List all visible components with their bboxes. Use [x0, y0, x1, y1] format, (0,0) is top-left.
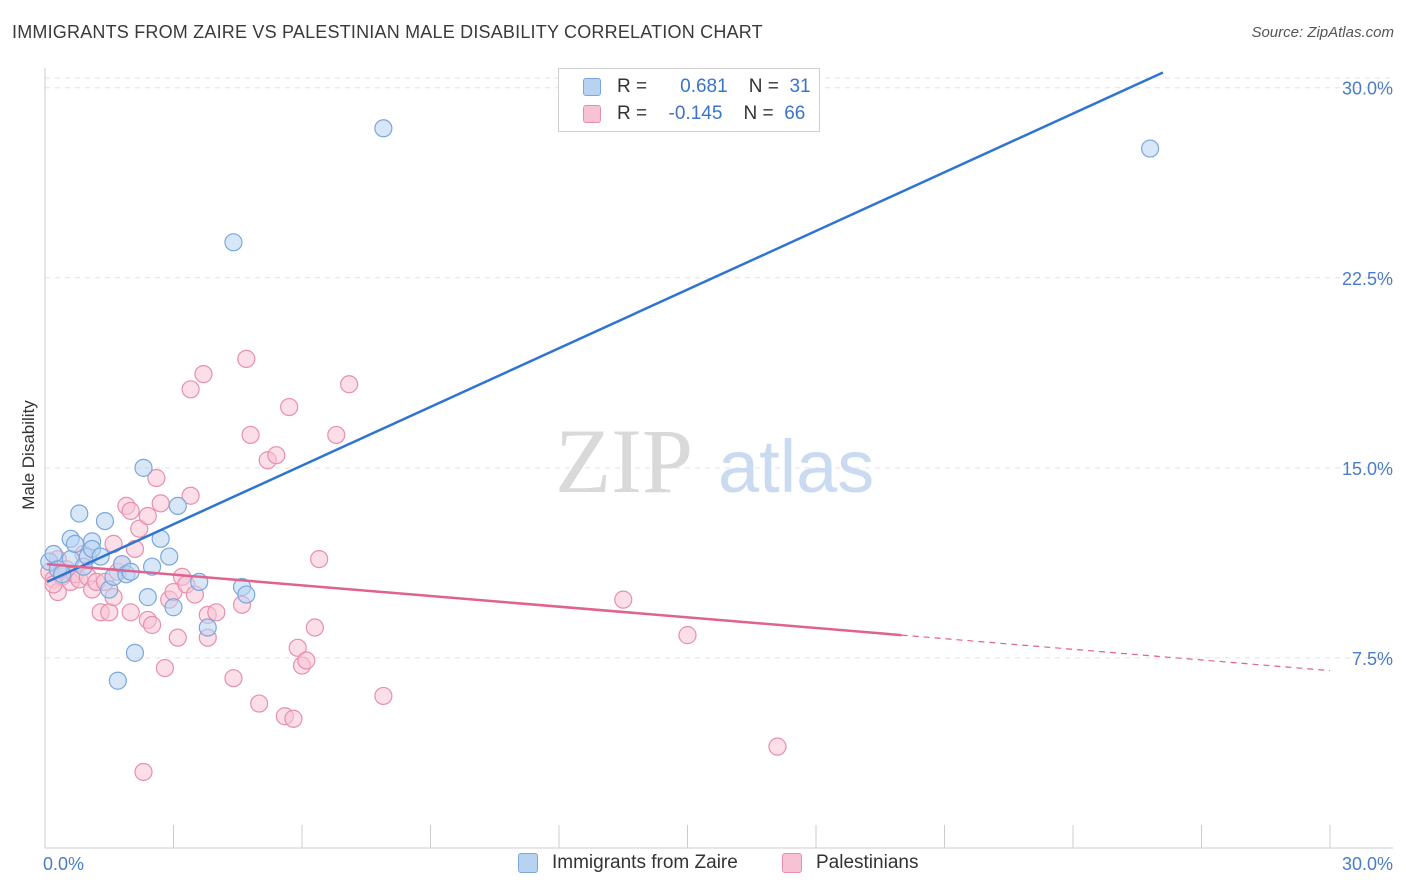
y-tick-label: 15.0% [1342, 459, 1393, 479]
pink-data-point [241, 425, 260, 445]
pink-data-point [181, 380, 200, 399]
legend-item-zaire[interactable]: Immigrants from Zaire [518, 852, 738, 874]
pink-data-point [181, 486, 200, 505]
legend-row-palestinians: R = -0.145 N = 66 [583, 102, 805, 126]
pink-data-point [168, 628, 187, 647]
chart-source: Source: ZipAtlas.com [1251, 24, 1394, 41]
blue-data-point [168, 496, 187, 515]
pink-data-point [280, 397, 299, 417]
trend-lines [46, 71, 1331, 672]
tick-labels: 7.5% 15.0% 22.5% 30.0% 0.0% 30.0% [43, 79, 1393, 874]
n-label: N = [743, 103, 774, 124]
correlation-legend: R = 0.681 N = 31 R = -0.145 N = 66 [558, 68, 820, 132]
r-value: 0.681 [680, 76, 728, 97]
n-value: 31 [789, 76, 811, 97]
blue-data-point [142, 557, 162, 576]
pink-data-point [224, 669, 243, 688]
blue-swatch [583, 78, 601, 96]
blue-data-point [160, 547, 179, 566]
data-points [40, 119, 1160, 782]
pink-swatch [782, 853, 802, 873]
pink-swatch [583, 105, 601, 123]
pink-data-point [151, 494, 170, 513]
watermark: ZIP atlas [555, 410, 874, 512]
watermark-atlas: atlas [718, 425, 874, 508]
pink-data-point [250, 694, 269, 713]
n-label: N = [748, 76, 779, 97]
watermark-zip: ZIP [555, 410, 693, 512]
pink-data-point [237, 349, 256, 368]
blue-data-point [65, 534, 85, 553]
pink-data-point [121, 603, 140, 622]
blue-data-point [125, 643, 145, 662]
pink-data-point [305, 618, 324, 637]
gridlines [45, 77, 1393, 659]
pink-data-point [327, 425, 346, 445]
pink-data-point [138, 506, 157, 526]
y-tick-label: 30.0% [1342, 79, 1393, 99]
pink-data-point [374, 686, 393, 706]
pink-data-point [100, 603, 119, 622]
blue-data-point [164, 598, 183, 617]
pink-trend-line [47, 562, 902, 637]
axes [44, 68, 1393, 849]
legend-label-zaire: Immigrants from Zaire [552, 852, 738, 873]
pink-data-point [678, 626, 697, 645]
pink-data-point [207, 603, 226, 622]
pink-data-point [768, 737, 787, 756]
blue-data-point [95, 511, 115, 531]
blue-data-point [1140, 139, 1160, 158]
blue-data-point [138, 588, 157, 607]
blue-data-point [224, 233, 243, 252]
series-legend: Immigrants from Zaire Palestinians [0, 852, 1406, 878]
legend-label-palestinians: Palestinians [816, 852, 919, 873]
pink-data-point [142, 615, 162, 635]
legend-row-zaire: R = 0.681 N = 31 [583, 75, 811, 99]
pink-data-point [297, 651, 316, 670]
pink-data-point [147, 468, 166, 488]
blue-swatch [518, 853, 538, 873]
blue-data-point [237, 585, 256, 604]
r-label: R = [617, 76, 648, 97]
y-tick-label: 22.5% [1342, 269, 1393, 289]
x-tick-label: 30.0% [1342, 854, 1393, 874]
blue-data-point [198, 618, 217, 637]
pink-data-point [614, 590, 633, 609]
pink-data-point [288, 638, 307, 657]
pink-data-point [121, 501, 140, 521]
pink-data-point [194, 365, 213, 384]
pink-data-point [134, 762, 153, 782]
pink-data-point [340, 375, 359, 394]
pink-data-point [310, 550, 329, 569]
blue-data-point [44, 544, 63, 564]
y-axis-label: Male Disability [19, 400, 38, 510]
r-label: R = [617, 103, 648, 124]
legend-item-palestinians[interactable]: Palestinians [782, 852, 918, 874]
y-tick-label: 7.5% [1352, 649, 1393, 669]
x-tick-label: 0.0% [43, 854, 84, 874]
pink-data-point [130, 519, 149, 538]
blue-data-point [70, 504, 89, 523]
chart-title: IMMIGRANTS FROM ZAIRE VS PALESTINIAN MAL… [12, 22, 763, 42]
blue-trend-line [46, 71, 1164, 584]
pink-data-point [155, 658, 175, 678]
blue-data-point [374, 119, 393, 138]
n-value: 66 [784, 103, 806, 124]
r-value: -0.145 [668, 103, 723, 124]
blue-data-point [108, 671, 127, 690]
pink-data-point [284, 709, 303, 728]
pink-data-point [267, 446, 286, 465]
pink-trend-extension [901, 634, 1331, 672]
blue-data-point [134, 458, 153, 477]
